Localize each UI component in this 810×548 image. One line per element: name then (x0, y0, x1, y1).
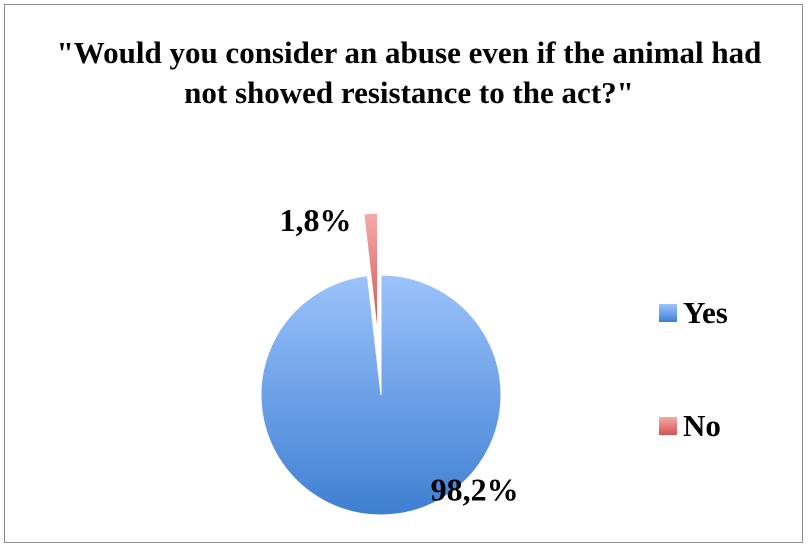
legend-item-no: No (659, 408, 721, 444)
pie-slice-no (363, 212, 378, 334)
chart-title: "Would you consider an abuse even if the… (56, 35, 762, 110)
chart-frame: "Would you consider an abuse even if the… (4, 4, 803, 543)
legend-swatch-no (659, 417, 677, 435)
data-label-no: 1,8% (279, 202, 351, 238)
legend-label-yes: Yes (683, 295, 728, 330)
legend-item-yes: Yes (659, 295, 728, 331)
pie-chart: 98,2% 1,8% (260, 202, 519, 516)
legend-swatch-yes (659, 304, 677, 322)
legend-label-no: No (683, 408, 721, 443)
data-label-yes: 98,2% (431, 472, 519, 508)
pie-slice-yes (260, 274, 502, 516)
